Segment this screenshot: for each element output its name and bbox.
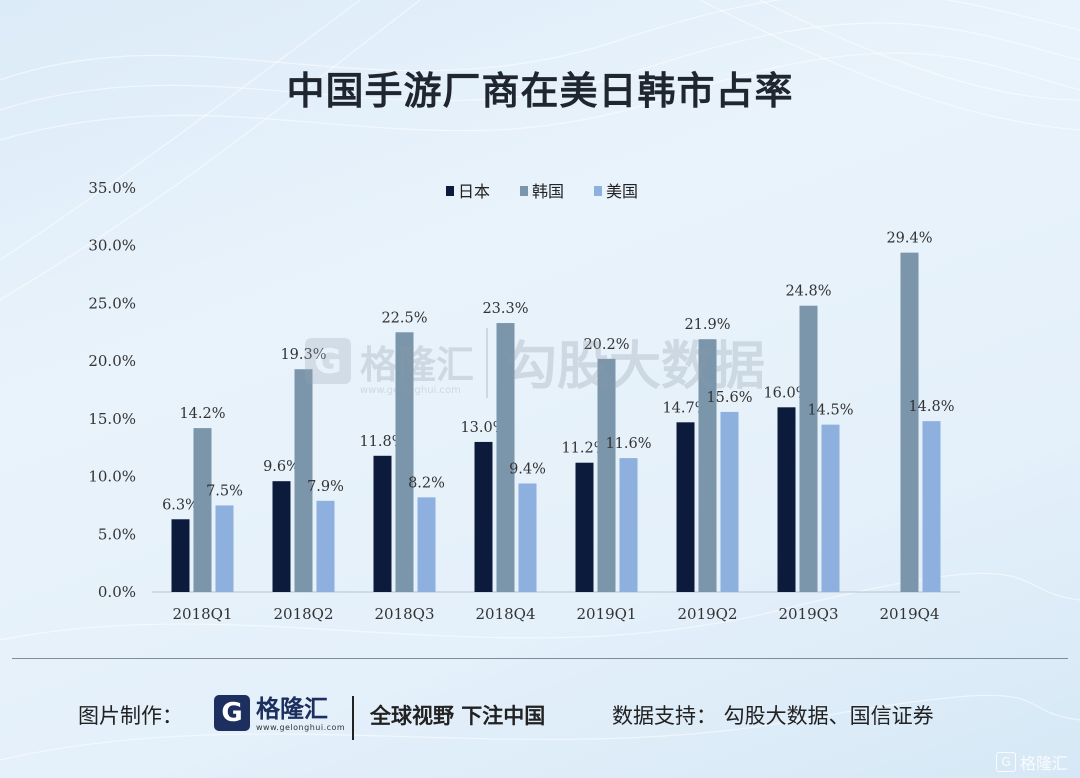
y-tick-label: 0.0%: [98, 583, 136, 601]
legend-label: 日本: [458, 182, 490, 201]
bar-韩国: [193, 428, 212, 592]
x-tick-label: 2018Q3: [374, 605, 434, 623]
data-label: 16.0%: [763, 385, 809, 401]
data-label: 9.6%: [263, 459, 300, 475]
x-tick-label: 2018Q4: [475, 605, 535, 623]
y-tick-label: 25.0%: [88, 294, 136, 312]
bar-美国: [720, 411, 739, 592]
x-tick-label: 2019Q1: [576, 605, 636, 623]
data-label: 11.2%: [561, 441, 607, 457]
footer-separator: [352, 696, 354, 740]
data-label: 14.8%: [908, 399, 954, 415]
bar-韩国: [900, 252, 919, 592]
gelonghui-logo-icon: G: [214, 695, 250, 731]
footer-source: 数据支持： 勾股大数据、国信证券: [612, 704, 934, 728]
y-tick-label: 20.0%: [88, 352, 136, 370]
footer-divider: [12, 658, 1068, 659]
bar-韩国: [799, 305, 818, 592]
bar-韩国: [496, 323, 515, 592]
x-tick-label: 2019Q4: [879, 605, 939, 623]
data-label: 14.5%: [807, 403, 853, 419]
bar-韩国: [698, 339, 717, 592]
footer-logo-url: www.gelonghui.com: [256, 723, 346, 732]
bar-日本: [575, 462, 594, 592]
data-label: 7.9%: [307, 479, 344, 495]
bar-美国: [417, 497, 436, 592]
bar-美国: [316, 500, 335, 592]
data-label: 23.3%: [482, 301, 528, 317]
bar-韩国: [597, 358, 616, 592]
data-label: 22.5%: [381, 310, 427, 326]
y-tick-label: 15.0%: [88, 410, 136, 428]
legend-label: 美国: [606, 182, 638, 201]
bar-日本: [474, 441, 493, 592]
bar-美国: [922, 421, 941, 592]
x-tick-label: 2018Q2: [273, 605, 333, 623]
footer-logo-text: 格隆汇: [256, 695, 328, 723]
data-label: 29.4%: [886, 231, 932, 247]
bar-美国: [619, 458, 638, 592]
data-label: 13.0%: [460, 420, 506, 436]
data-label: 6.3%: [162, 497, 199, 513]
bar-美国: [518, 483, 537, 592]
data-label: 11.8%: [359, 434, 405, 450]
watermark-logo-icon: G: [305, 338, 351, 384]
data-label: 14.7%: [662, 400, 708, 416]
bar-韩国: [294, 369, 313, 592]
data-label: 24.8%: [785, 284, 831, 300]
bar-日本: [373, 455, 392, 592]
bar-日本: [171, 519, 190, 592]
legend-swatch: [520, 186, 528, 196]
bar-日本: [272, 481, 291, 592]
footer-prefix: 图片制作：: [78, 704, 183, 728]
bar-美国: [821, 424, 840, 592]
y-tick-label: 10.0%: [88, 468, 136, 486]
bar-日本: [676, 422, 695, 592]
footer-slogan: 全球视野 下注中国: [370, 704, 546, 728]
watermark-text: 勾股大数据: [505, 337, 765, 397]
data-label: 15.6%: [706, 390, 752, 406]
x-tick-label: 2019Q3: [778, 605, 838, 623]
data-label: 11.6%: [605, 436, 651, 452]
legend-swatch: [594, 186, 602, 196]
x-tick-label: 2018Q1: [172, 605, 232, 623]
y-tick-label: 35.0%: [88, 179, 136, 197]
data-label: 7.5%: [206, 483, 243, 499]
data-label: 20.2%: [583, 337, 629, 353]
legend-label: 韩国: [532, 182, 564, 201]
footer-logo: G 格隆汇 www.gelonghui.com: [214, 695, 345, 741]
bar-chart: 0.0% 5.0% 10.0% 15.0% 20.0% 25.0% 30.0% 35.0% 日本…: [88, 179, 960, 623]
data-label: 8.2%: [408, 475, 445, 491]
bar-日本: [777, 407, 796, 592]
data-label: 9.4%: [509, 461, 546, 477]
x-tick-label: 2019Q2: [677, 605, 737, 623]
corner-watermark-text: 格隆汇: [1019, 754, 1068, 773]
corner-watermark: G 格隆汇: [995, 750, 1068, 774]
corner-logo-icon: G: [995, 752, 1016, 772]
data-label: 14.2%: [179, 406, 225, 422]
bar-韩国: [395, 332, 414, 592]
watermark-url: www.gelonghui.com: [360, 385, 461, 396]
watermark: G 格隆汇 www.gelonghui.com 勾股大数据: [305, 328, 765, 398]
data-label: 21.9%: [684, 317, 730, 333]
watermark-brand: 格隆汇: [360, 343, 474, 387]
y-tick-label: 30.0%: [88, 237, 136, 255]
svg-text:G: G: [314, 342, 342, 382]
bar-美国: [215, 505, 234, 592]
page-title: 中国手游厂商在美日韩市占率: [286, 69, 794, 113]
data-label: 19.3%: [280, 347, 326, 363]
legend-swatch: [446, 186, 454, 196]
y-tick-label: 5.0%: [98, 525, 136, 543]
